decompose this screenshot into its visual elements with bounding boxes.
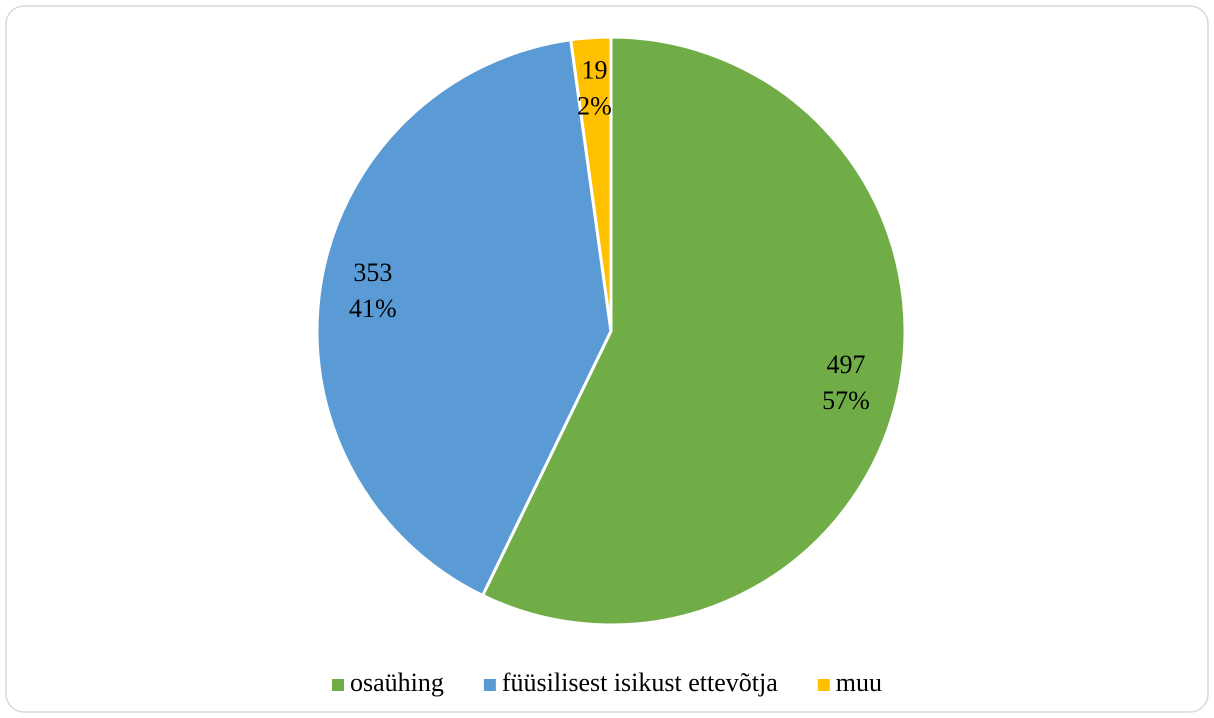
percent-label: 41%: [349, 294, 397, 323]
legend-swatch: [817, 679, 830, 691]
data-label: 497: [826, 350, 865, 379]
legend-label: füüsilisest isikust ettevõtja: [502, 668, 778, 697]
pie-slice: [481, 35, 907, 627]
legend-label: muu: [836, 668, 882, 697]
pie-slice: [569, 35, 613, 333]
data-label: 19: [581, 55, 607, 84]
legend-label: osaühing: [350, 668, 444, 697]
percent-label: 2%: [577, 91, 612, 120]
data-label: 353: [353, 258, 392, 287]
legend-swatch: [332, 679, 344, 691]
pie-slice: [315, 38, 613, 597]
legend-swatch: [483, 679, 496, 691]
percent-label: 57%: [822, 386, 870, 415]
